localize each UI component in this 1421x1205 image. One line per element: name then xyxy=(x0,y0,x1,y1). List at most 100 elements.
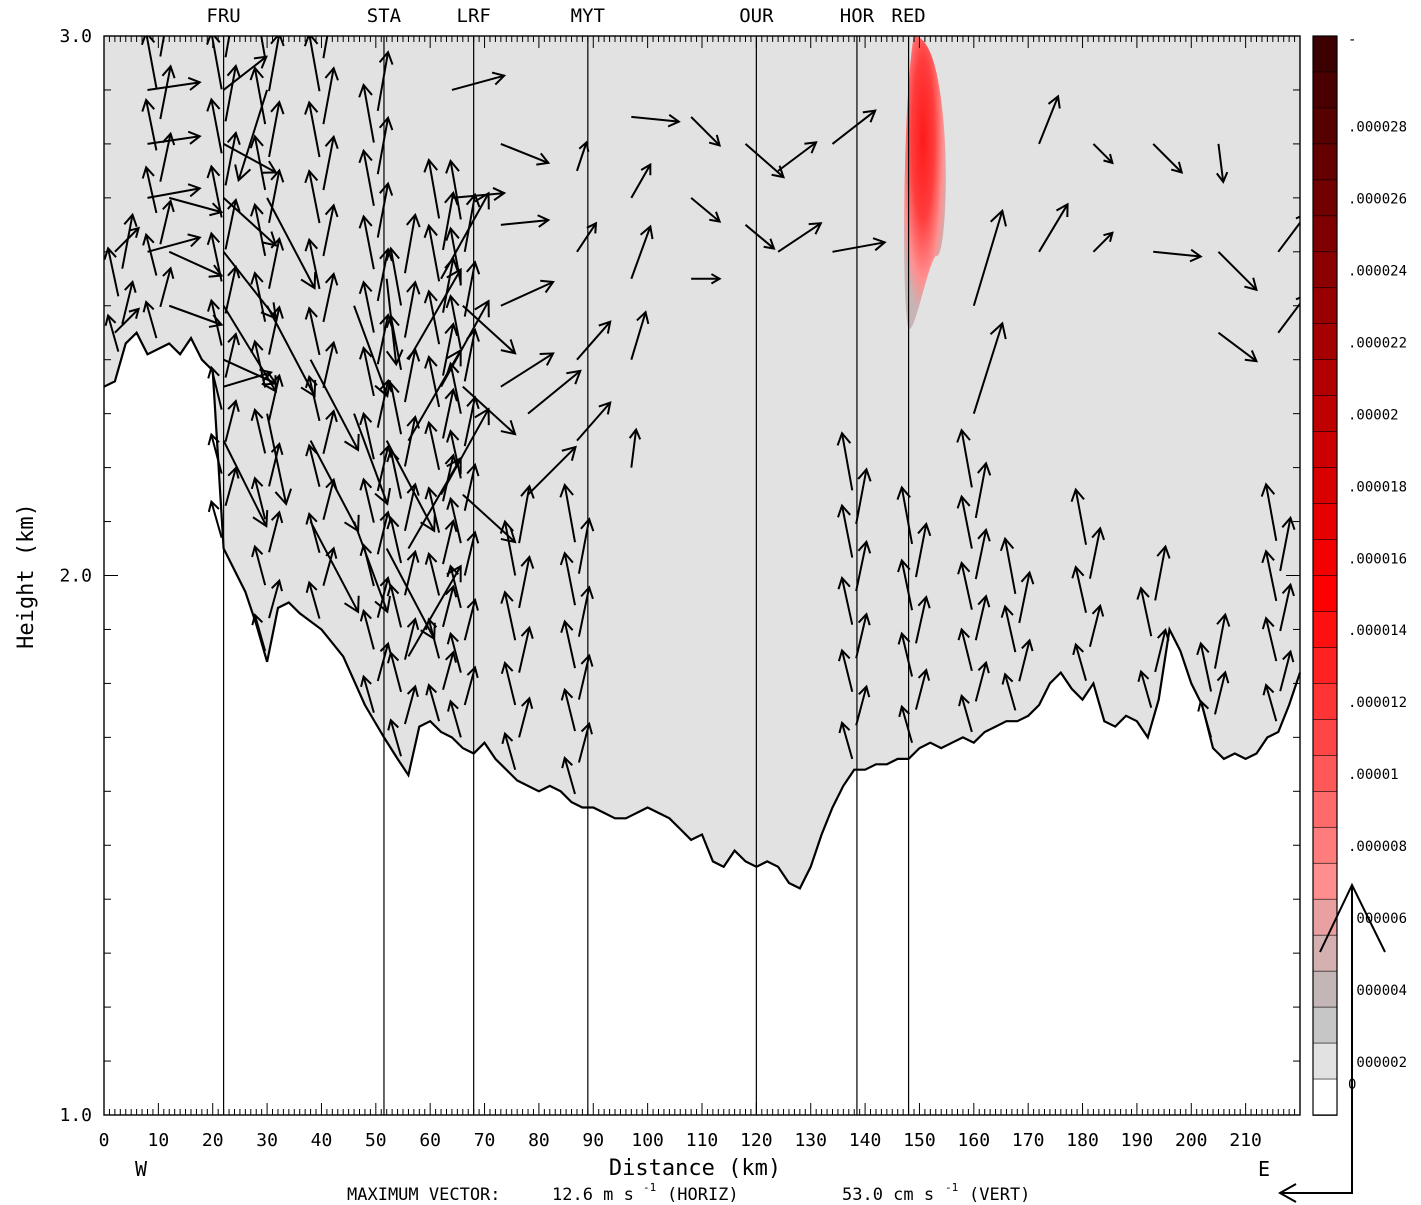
x-axis-label: Distance (km) xyxy=(609,1156,781,1181)
wind-vector xyxy=(831,109,877,145)
x-tick-label: 180 xyxy=(1066,1130,1099,1151)
ridge-vector xyxy=(974,461,992,519)
ridge-vector xyxy=(386,583,403,628)
air-region xyxy=(104,36,1300,889)
ridge-vector xyxy=(224,198,241,250)
ridge-vector xyxy=(855,684,871,726)
wind-vector xyxy=(500,142,551,166)
ridge-vector xyxy=(268,442,284,487)
ridge-vector xyxy=(303,36,321,92)
ridge-vector xyxy=(518,554,535,609)
ridge-vector xyxy=(1214,670,1230,715)
x-tick-label: 130 xyxy=(794,1130,827,1151)
wind-vector xyxy=(223,358,278,386)
ridge-vector xyxy=(577,517,595,574)
y-tick-label: 3.0 xyxy=(59,26,92,47)
colorbar-swatch xyxy=(1312,287,1338,325)
wind-vectors xyxy=(104,36,1300,795)
ridge-vector xyxy=(224,130,241,186)
tracer-plume xyxy=(904,36,946,329)
ridge-vector xyxy=(159,36,165,57)
ridge-vector xyxy=(560,619,576,669)
colorbar-swatch xyxy=(1312,683,1338,721)
wind-vector xyxy=(777,222,823,253)
ridge-vector xyxy=(446,564,462,609)
ridge-vector xyxy=(446,631,462,673)
ridge-vector xyxy=(358,345,375,397)
ridge-vector xyxy=(957,561,973,610)
ridge-vector xyxy=(559,551,576,606)
ridge-vector xyxy=(403,482,420,532)
ridge-vector xyxy=(206,164,223,218)
x-tick-label: 120 xyxy=(740,1130,773,1151)
station-label: MYT xyxy=(571,5,605,27)
ridge-vector xyxy=(442,387,458,439)
wind-vector xyxy=(1092,143,1114,165)
station-label: FRU xyxy=(206,5,240,27)
colorbar-label: .000014 xyxy=(1348,623,1407,639)
colorbar-swatch xyxy=(1312,395,1338,433)
ridge-vector xyxy=(442,322,459,376)
ridge-vector xyxy=(376,181,394,238)
wind-vector xyxy=(309,521,360,614)
colorbar-swatch xyxy=(1312,359,1338,397)
wind-vector xyxy=(309,359,360,452)
ridge-vector xyxy=(1260,482,1278,541)
ridge-vector xyxy=(250,476,267,520)
ridge-vector xyxy=(501,731,517,770)
ridge-vector xyxy=(359,543,375,587)
ridge-vector xyxy=(896,485,914,545)
ridge-vector xyxy=(322,203,339,257)
ridge-vector xyxy=(424,354,441,408)
ridge-vector xyxy=(1279,582,1295,632)
ridge-vector xyxy=(322,409,338,455)
ridge-vector xyxy=(376,247,393,302)
colorbar-swatch xyxy=(1312,431,1338,469)
wind-vector xyxy=(114,307,141,334)
ridge-vector xyxy=(304,100,321,158)
x-tick-label: 40 xyxy=(311,1130,333,1151)
ridge-vector xyxy=(423,289,441,345)
ridge-vector xyxy=(423,223,441,282)
ridge-vector xyxy=(447,699,462,738)
colorbar-swatch xyxy=(1312,790,1338,829)
y-axis-label: Height (km) xyxy=(14,503,39,649)
ridge-vector xyxy=(442,256,459,313)
station-lines xyxy=(223,36,910,1115)
ridge-vector xyxy=(898,704,914,744)
wind-vector xyxy=(147,233,202,253)
max-vector-caption: MAXIMUM VECTOR: 12.6 m s -1 (HORIZ) 53.0… xyxy=(347,1181,1030,1205)
ridge-vector xyxy=(1072,642,1087,681)
ridge-vector xyxy=(956,494,973,549)
ridge-vector xyxy=(559,483,576,543)
ridge-vector xyxy=(561,755,576,795)
west-label: W xyxy=(135,1157,148,1181)
wind-vector xyxy=(527,369,582,415)
ridge-vector xyxy=(897,631,914,677)
ridge-vector xyxy=(463,530,480,576)
ridge-vector xyxy=(224,63,242,122)
x-tick-label: 150 xyxy=(903,1130,936,1151)
ridge-vector xyxy=(423,158,441,219)
ridge-vector xyxy=(403,414,420,467)
ridge-vector xyxy=(463,665,479,706)
wind-vector xyxy=(500,352,555,388)
ridge-vector xyxy=(463,462,480,511)
colorbar-swatch xyxy=(1312,611,1338,649)
wind-vector xyxy=(690,197,722,223)
colorbar-label: .000026 xyxy=(1348,192,1407,208)
ridge-vector xyxy=(359,477,375,523)
colorbar-swatch xyxy=(1312,179,1338,217)
ridge-vector xyxy=(141,165,158,214)
colorbar-label: .000002 xyxy=(1348,1055,1407,1071)
colorbar-swatch xyxy=(1312,215,1338,253)
ridge-vector xyxy=(445,361,462,414)
ridge-vector xyxy=(855,612,871,659)
ridge-vector xyxy=(442,650,457,691)
wind-vector xyxy=(630,162,652,199)
ridge-vector xyxy=(974,660,990,702)
ridge-vector xyxy=(445,226,462,285)
station-label: OUR xyxy=(739,5,774,27)
colorbar xyxy=(1312,35,1338,1116)
